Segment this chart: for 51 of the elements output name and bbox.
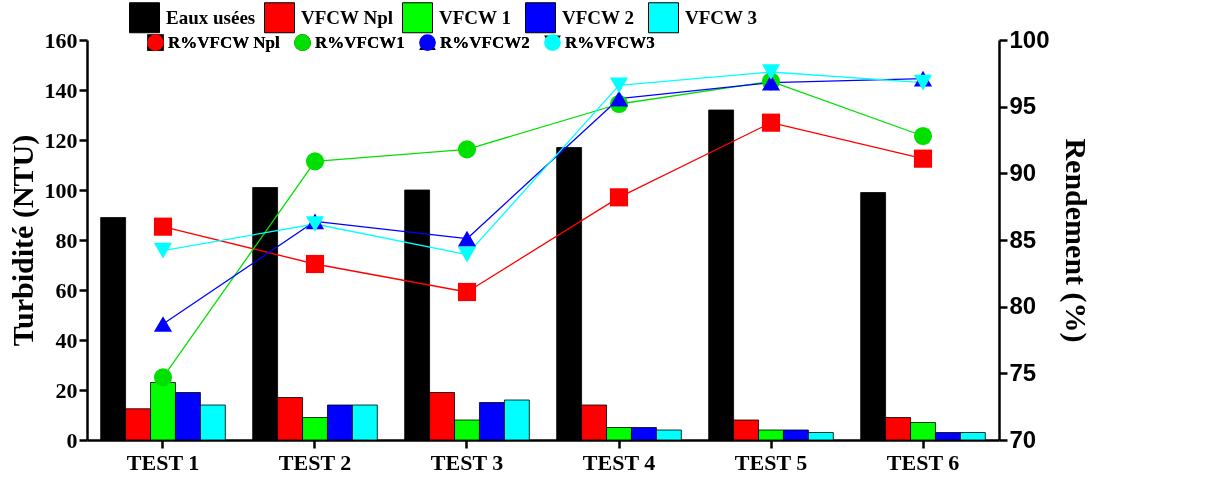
y2-tick-label: 80 — [1009, 292, 1037, 320]
point — [761, 64, 781, 80]
y-tick-label: 120 — [44, 127, 78, 153]
point — [153, 217, 173, 236]
point — [153, 316, 173, 332]
point — [305, 254, 325, 274]
y-tick-label: 100 — [44, 177, 78, 203]
y-tick-label: 20 — [55, 377, 78, 403]
point — [153, 242, 173, 259]
point — [457, 246, 477, 263]
y2-tick-label: 100 — [1009, 25, 1050, 53]
legend-label: VFCW Npl — [301, 6, 394, 28]
y-tick-label: 60 — [55, 277, 78, 303]
x-tick-label: TEST 4 — [582, 449, 656, 475]
point — [305, 152, 325, 171]
legend-label: R%VFCW Npl — [168, 32, 280, 52]
y-tick-label: 0 — [66, 427, 78, 453]
point — [457, 140, 477, 159]
y-axis-title: Turbidité (NTU) — [5, 134, 40, 347]
point — [609, 188, 629, 207]
point — [913, 126, 933, 146]
point — [609, 77, 629, 94]
y2-tick-label: 90 — [1009, 158, 1037, 186]
point — [913, 74, 933, 91]
x-tick-label: TEST 1 — [126, 449, 200, 475]
y2-tick-label: 75 — [1009, 358, 1037, 386]
legend-label: VFCW 2 — [562, 6, 634, 28]
y-tick-label: 40 — [55, 327, 78, 353]
point — [609, 90, 629, 107]
legend-label: Eaux usées — [166, 6, 256, 28]
x-tick-label: TEST 2 — [278, 449, 352, 475]
x-tick-label: TEST 5 — [734, 449, 808, 475]
y-tick-label: 80 — [55, 227, 78, 253]
y2-tick-label: 70 — [1009, 425, 1037, 453]
point — [913, 149, 933, 168]
legend-label: R%VFCW2 — [440, 32, 530, 52]
legend-label: R%VFCW1 — [315, 32, 405, 52]
x-tick-label: TEST 3 — [430, 449, 504, 475]
legend-label: VFCW 3 — [685, 6, 757, 28]
y-tick-label: 160 — [44, 27, 78, 53]
y2-tick-label: 85 — [1009, 225, 1037, 253]
legend-label: VFCW 1 — [439, 6, 511, 28]
point — [153, 368, 173, 387]
y-tick-label: 140 — [44, 77, 78, 103]
y2-axis-title: Rendement (%) — [1058, 138, 1093, 343]
x-tick-label: TEST 6 — [886, 449, 960, 475]
legend-label: R%VFCW3 — [565, 32, 655, 52]
point — [457, 230, 477, 247]
point — [457, 282, 477, 302]
point — [761, 113, 781, 132]
y2-tick-label: 95 — [1009, 92, 1037, 120]
